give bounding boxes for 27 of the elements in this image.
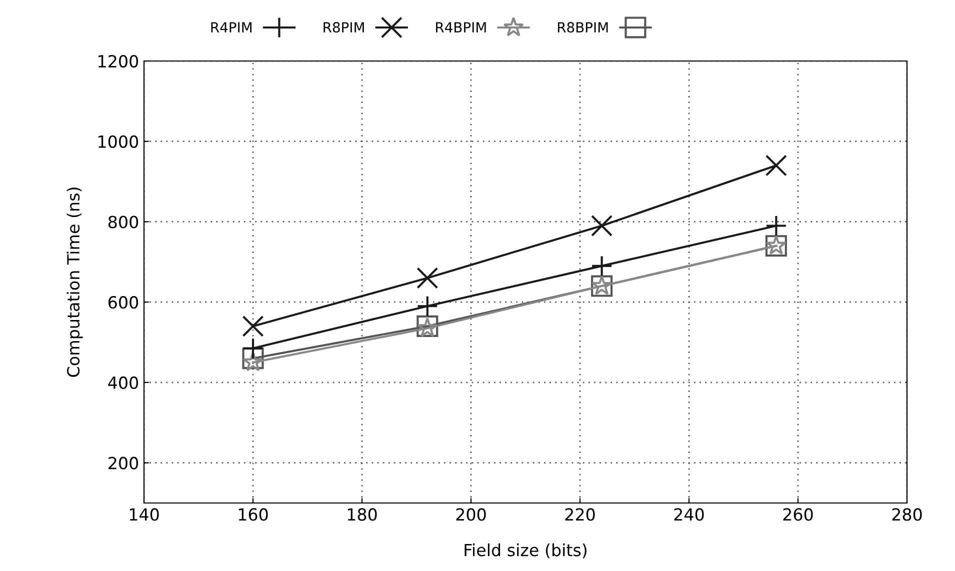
legend-label: R4BPIM: [436, 22, 486, 32]
x-axis-title: Field size (bits): [464, 543, 586, 558]
point: [242, 338, 264, 360]
x-tick-label: 220: [565, 508, 595, 521]
y-tick-label: 400: [108, 376, 138, 390]
legend-label: R8PIM: [324, 22, 364, 33]
x-tick-label: 140: [130, 508, 159, 521]
x-tick-label: 240: [674, 508, 704, 521]
x-tick-label: 160: [238, 508, 268, 521]
point: [242, 315, 264, 337]
x-tick-label: 200: [456, 508, 486, 521]
legend-label: R8BPIM: [558, 22, 608, 33]
legend-label: R4PIM: [211, 22, 252, 32]
point: [765, 214, 787, 237]
y-tick-label: 200: [108, 456, 138, 470]
y-tick-label: 800: [108, 216, 138, 228]
y-axis-title: Computation Time (ns): [66, 188, 83, 377]
x-tick-label: 280: [892, 508, 922, 521]
x-tick-label: 180: [348, 508, 377, 521]
point: [765, 154, 787, 176]
x-tick-label: 260: [783, 508, 813, 521]
y-tick-label: 1000: [98, 135, 138, 148]
y-tick-label: 600: [108, 296, 138, 309]
point: [591, 214, 613, 237]
y-tick-label: 1200: [98, 54, 138, 68]
point: [242, 352, 264, 372]
point: [416, 267, 438, 289]
